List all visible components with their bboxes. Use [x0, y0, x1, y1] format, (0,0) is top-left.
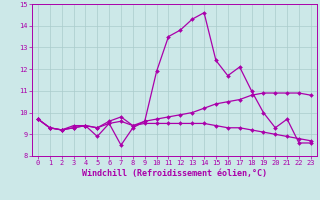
X-axis label: Windchill (Refroidissement éolien,°C): Windchill (Refroidissement éolien,°C) — [82, 169, 267, 178]
